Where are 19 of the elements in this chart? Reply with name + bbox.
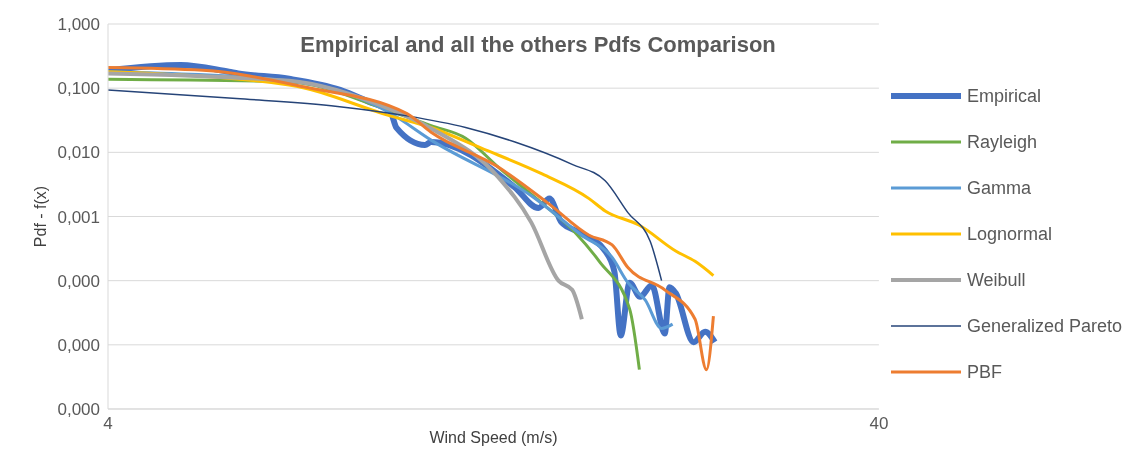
y-tick-label: 0,100 [57,79,100,99]
y-tick-label: 0,010 [57,143,100,163]
y-tick-label: 0,000 [57,335,100,355]
x-axis-title: Wind Speed (m/s) [429,429,558,446]
x-tick-label: 4 [103,414,113,434]
legend-label: Empirical [966,84,1041,108]
legend-label: Gamma [966,176,1031,200]
y-tick-label: 0,001 [57,207,100,227]
legend-label: PBF [966,360,1002,384]
legend-label: Generalized Pareto [966,314,1122,338]
chart-title: Empirical and all the others Pdfs Comparison [300,32,776,57]
legend-label: Lognormal [966,222,1052,246]
legend-label: Weibull [966,268,1026,292]
y-tick-label: 0,000 [57,400,100,420]
x-tick-label: 40 [869,414,889,434]
y-tick-label: 1,000 [57,15,100,35]
y-tick-label: 0,000 [57,271,100,291]
legend-label: Rayleigh [966,130,1037,154]
y-axis-title: Pdf - f(x) [31,185,49,248]
